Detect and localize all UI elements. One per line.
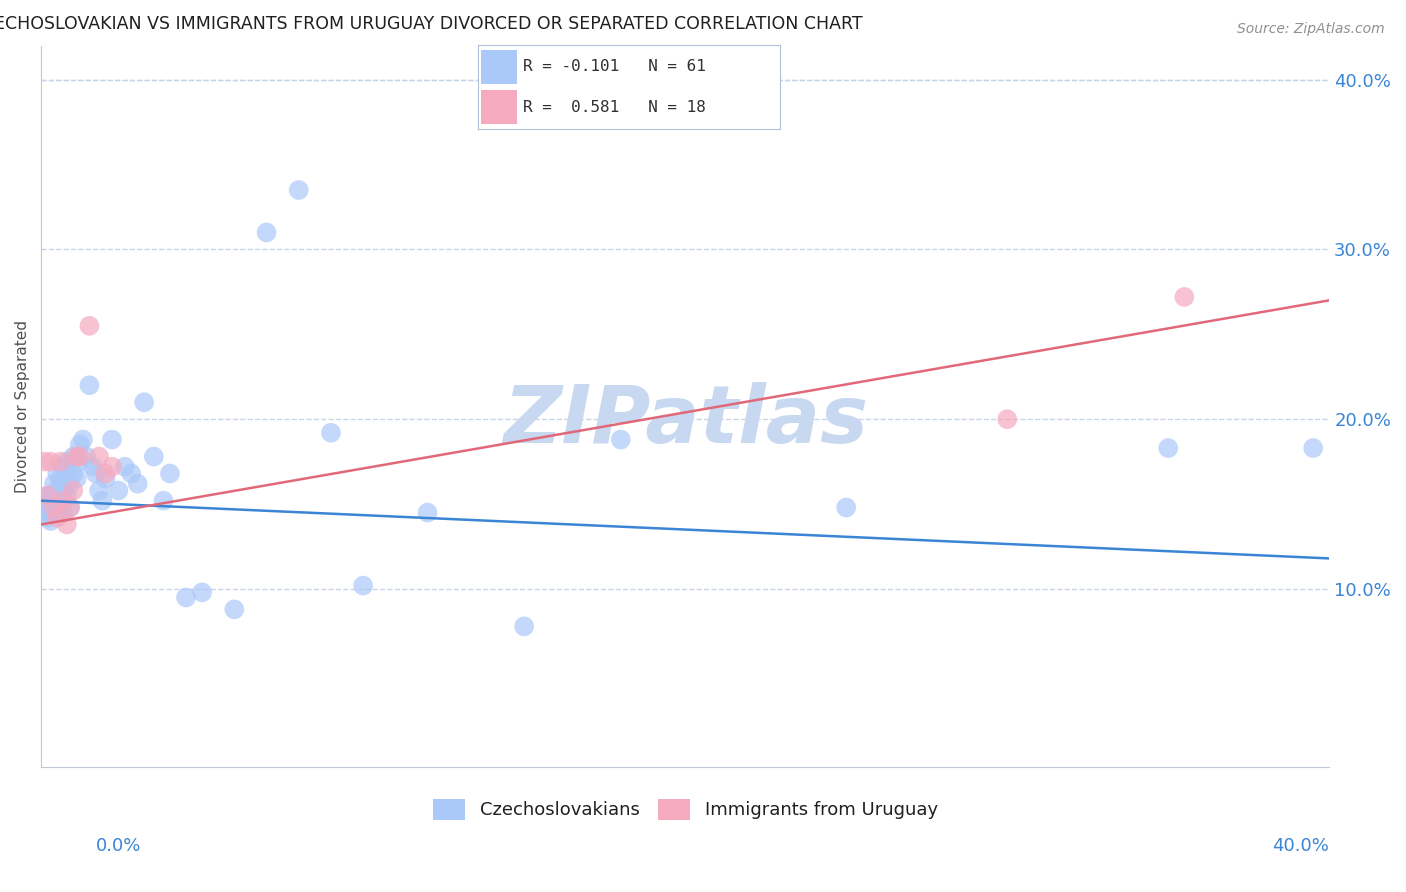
Point (65, 450, 87, 464)
Point (152, 493, 174, 508)
Point (46, 506, 69, 520)
Point (72, 433, 94, 447)
Point (56, 517, 79, 532)
Point (416, 506, 439, 520)
Point (287, 183, 309, 197)
Legend: Czechoslovakians, Immigrants from Uruguay: Czechoslovakians, Immigrants from Urugua… (426, 791, 945, 827)
Point (995, 412, 1018, 426)
Point (62, 450, 84, 464)
Point (1173, 290, 1195, 304)
Point (52, 506, 75, 520)
Point (120, 467, 142, 481)
Point (59, 500, 82, 515)
Point (114, 459, 136, 474)
Point (39, 506, 62, 520)
Point (37, 500, 59, 515)
Point (84, 467, 107, 481)
Point (42, 476, 65, 491)
FancyBboxPatch shape (481, 90, 517, 124)
Point (319, 425, 342, 440)
Point (39, 514, 62, 528)
Point (94, 472, 117, 486)
Point (59, 476, 82, 491)
Point (75, 450, 97, 464)
Point (34, 506, 56, 520)
Point (134, 395, 156, 409)
Point (34, 497, 56, 511)
Point (835, 500, 858, 515)
Text: CZECHOSLOVAKIAN VS IMMIGRANTS FROM URUGUAY DIVORCED OR SEPARATED CORRELATION CHA: CZECHOSLOVAKIAN VS IMMIGRANTS FROM URUGU… (0, 15, 863, 33)
Point (69, 450, 91, 464)
Point (34, 455, 56, 469)
Point (46, 510, 69, 524)
Point (352, 578, 374, 592)
Point (69, 438, 91, 452)
Point (56, 455, 79, 469)
Text: Source: ZipAtlas.com: Source: ZipAtlas.com (1237, 22, 1385, 37)
Point (49, 489, 72, 503)
Point (94, 467, 117, 481)
Point (513, 619, 536, 633)
Point (39, 497, 62, 511)
Point (46, 483, 69, 498)
Point (101, 459, 124, 474)
Point (46, 467, 69, 481)
Point (65, 472, 87, 486)
Point (42, 500, 65, 515)
Point (37, 489, 59, 503)
FancyBboxPatch shape (481, 50, 517, 84)
Point (174, 591, 197, 605)
Point (37, 489, 59, 503)
Point (127, 476, 149, 491)
Point (101, 433, 124, 447)
Point (1302, 441, 1324, 455)
Text: ZIPatlas: ZIPatlas (503, 382, 868, 460)
Point (56, 467, 79, 481)
Point (69, 455, 91, 469)
Point (610, 433, 633, 447)
Point (39, 455, 62, 469)
Y-axis label: Divorced or Separated: Divorced or Separated (15, 320, 30, 493)
Point (91, 493, 114, 508)
Text: R =  0.581   N = 18: R = 0.581 N = 18 (523, 100, 706, 115)
Point (87, 483, 110, 498)
Point (79, 378, 101, 392)
Point (52, 493, 75, 508)
Text: 40.0%: 40.0% (1272, 837, 1329, 855)
Point (82, 459, 104, 474)
Point (79, 318, 101, 333)
Point (142, 450, 165, 464)
Point (42, 489, 65, 503)
Point (62, 467, 84, 481)
Point (62, 483, 84, 498)
Point (59, 500, 82, 515)
Point (191, 585, 214, 599)
Point (52, 459, 75, 474)
Point (49, 455, 72, 469)
Text: 0.0%: 0.0% (96, 837, 141, 855)
Point (39, 489, 62, 503)
Point (224, 602, 246, 616)
Point (49, 500, 72, 515)
Point (159, 467, 181, 481)
Point (49, 472, 72, 486)
Point (52, 483, 75, 498)
Point (1157, 441, 1180, 455)
Text: R = -0.101   N = 61: R = -0.101 N = 61 (523, 59, 706, 74)
Point (107, 483, 129, 498)
Point (56, 489, 79, 503)
Point (42, 500, 65, 515)
Point (87, 450, 110, 464)
Point (256, 226, 278, 240)
Point (37, 510, 59, 524)
